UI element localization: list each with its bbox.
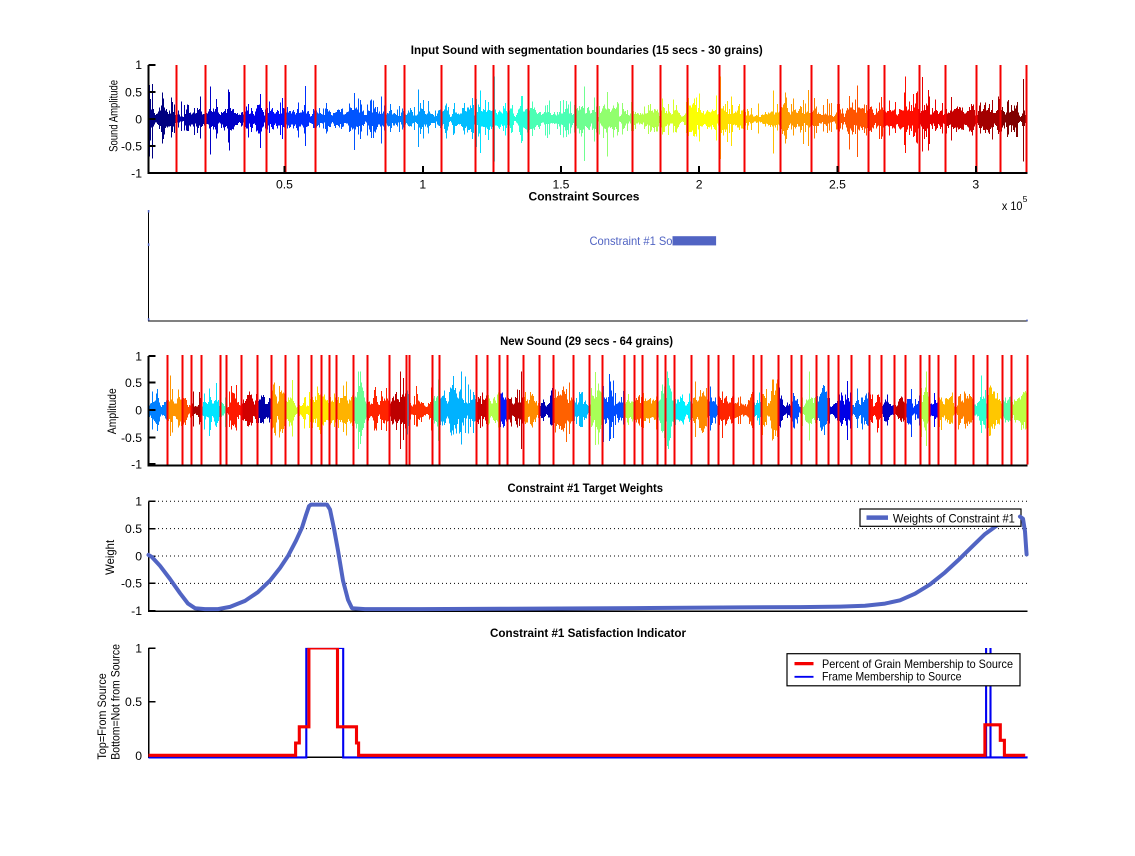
svg-text:0: 0 [135, 403, 142, 417]
svg-text:-1: -1 [131, 166, 142, 180]
svg-text:Weights of Constraint #1: Weights of Constraint #1 [893, 511, 1015, 525]
svg-text:Constraint #1 Target Weights: Constraint #1 Target Weights [508, 481, 664, 495]
svg-text:-0.5: -0.5 [121, 140, 142, 154]
svg-text:Constraint Sources: Constraint Sources [529, 190, 640, 204]
svg-text:5: 5 [1023, 194, 1028, 204]
svg-text:-1: -1 [131, 458, 142, 472]
svg-text:0: 0 [135, 549, 142, 563]
svg-text:Constraint #1 Satisfaction Ind: Constraint #1 Satisfaction Indicator [490, 626, 686, 640]
svg-text:1: 1 [419, 178, 426, 192]
svg-text:New Sound (29 secs - 64 grains: New Sound (29 secs - 64 grains) [500, 334, 673, 348]
svg-text:Sound Amplitude: Sound Amplitude [106, 80, 120, 152]
svg-text:-0.5: -0.5 [121, 577, 142, 591]
svg-text:Top=From Source: Top=From Source [95, 673, 109, 760]
svg-text:0.5: 0.5 [125, 522, 142, 536]
svg-text:2: 2 [696, 178, 703, 192]
svg-text:1: 1 [135, 495, 142, 509]
svg-text:0: 0 [135, 749, 142, 763]
svg-text:0: 0 [135, 113, 142, 127]
svg-text:Bottom=Not from Source: Bottom=Not from Source [109, 644, 123, 760]
svg-text:2.5: 2.5 [829, 178, 846, 192]
svg-text:0.5: 0.5 [276, 178, 293, 192]
svg-text:-1: -1 [131, 604, 142, 618]
svg-text:-0.5: -0.5 [121, 431, 142, 445]
svg-text:1: 1 [135, 641, 142, 655]
svg-text:0.5: 0.5 [125, 85, 142, 99]
svg-text:1: 1 [135, 350, 142, 364]
svg-text:Amplitude: Amplitude [105, 388, 119, 434]
svg-text:0.5: 0.5 [125, 376, 142, 390]
svg-text:x 10: x 10 [1002, 199, 1023, 213]
svg-text:Weight: Weight [103, 539, 117, 575]
svg-text:3: 3 [972, 178, 979, 192]
svg-text:Frame Membership to Source: Frame Membership to Source [822, 670, 962, 684]
svg-text:Percent of Grain Membership to: Percent of Grain Membership to Source [822, 657, 1013, 671]
svg-text:1.5: 1.5 [553, 178, 570, 192]
svg-text:Input Sound with segmentation: Input Sound with segmentation boundaries… [411, 43, 763, 57]
svg-text:Constraint #1 So: Constraint #1 So [590, 234, 673, 248]
svg-text:1: 1 [135, 58, 142, 72]
svg-text:0.5: 0.5 [125, 695, 142, 709]
